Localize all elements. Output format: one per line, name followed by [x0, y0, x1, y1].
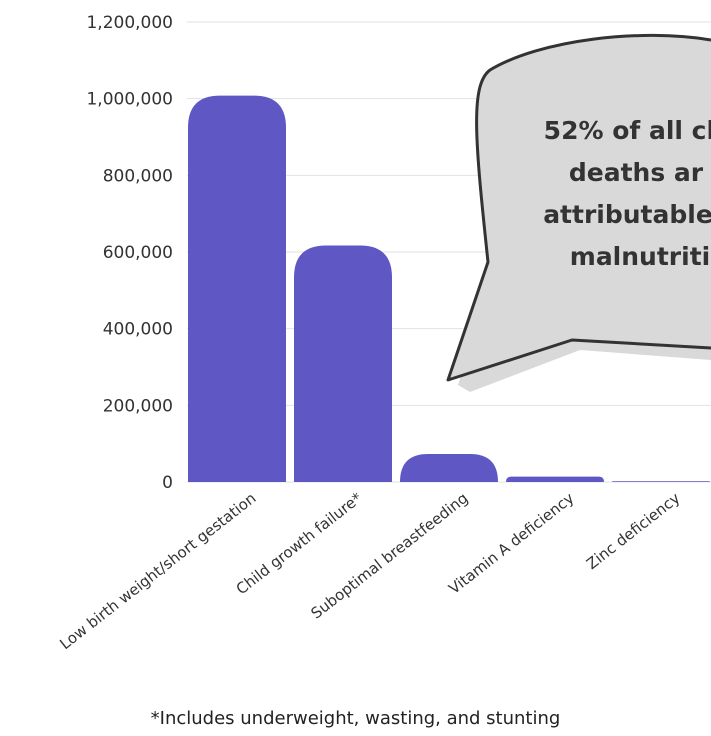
- callout-text-line: deaths ar: [569, 158, 704, 187]
- y-tick-label: 1,000,000: [86, 90, 173, 110]
- callout-text: 52% of all ch deaths ar attributable malnut…: [543, 116, 711, 271]
- y-axis-ticks: 0 200,000 400,000 600,000 800,000 1,000,000 1,…: [86, 13, 173, 493]
- y-tick-label: 600,000: [103, 243, 173, 263]
- bar: [506, 476, 604, 482]
- bar: [612, 481, 710, 482]
- y-tick-label: 0: [162, 473, 173, 493]
- y-tick-label: 800,000: [103, 166, 173, 186]
- y-tick-label: 200,000: [103, 396, 173, 416]
- x-tick-label: Zinc deficiency: [583, 489, 684, 573]
- y-tick-label: 400,000: [103, 320, 173, 340]
- speech-bubble-callout: 52% of all ch deaths ar attributable malnut…: [446, 33, 711, 392]
- bar: [294, 245, 392, 482]
- y-tick-label: 1,200,000: [86, 13, 173, 33]
- x-tick-label: Low birth weight/short gestation: [56, 489, 259, 653]
- callout-text-line: malnutriti: [570, 242, 710, 271]
- bar: [400, 454, 498, 482]
- callout-bubble: [446, 33, 711, 382]
- callout-text-line: attributable: [543, 200, 711, 229]
- bar: [188, 95, 286, 482]
- callout-text-line: 52% of all ch: [544, 116, 711, 145]
- bars: [188, 95, 710, 482]
- footnote: *Includes underweight, wasting, and stun…: [150, 708, 561, 729]
